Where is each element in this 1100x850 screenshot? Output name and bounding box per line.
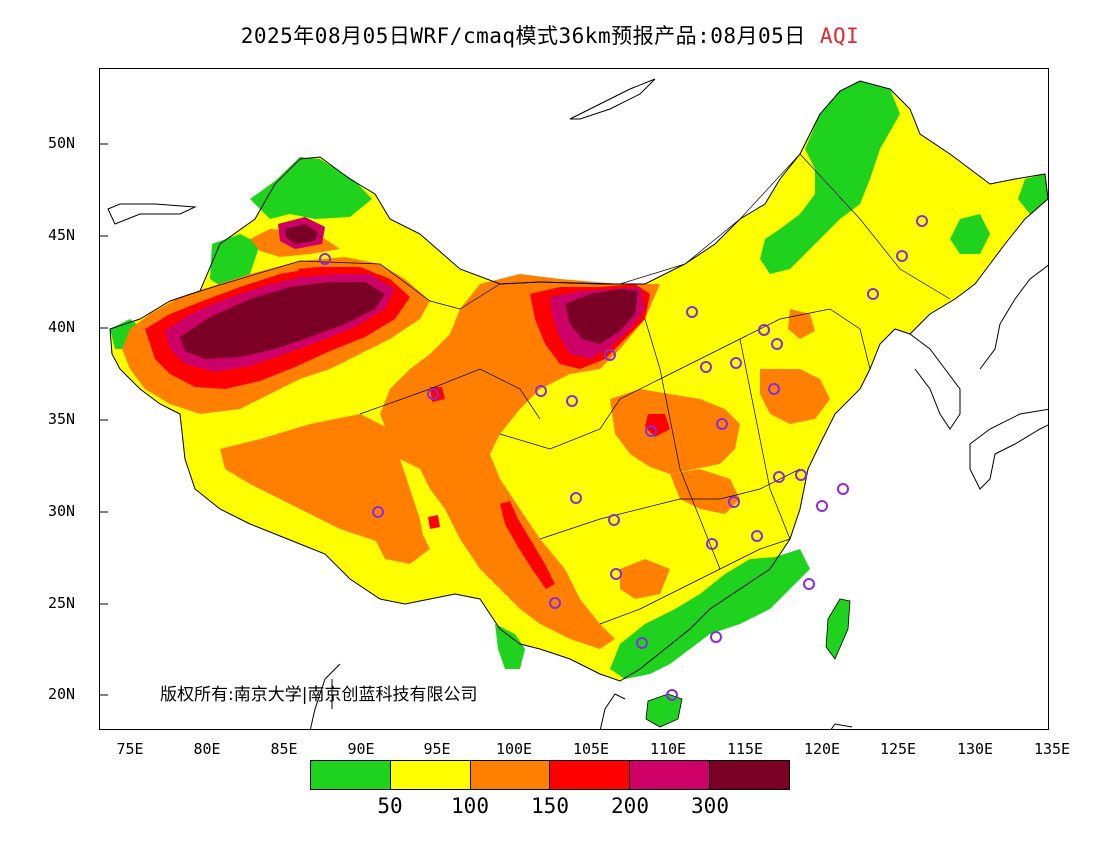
station-marker bbox=[771, 338, 783, 350]
legend-label: 300 bbox=[691, 794, 729, 818]
lon-label: 115E bbox=[726, 740, 764, 758]
lon-label: 85E bbox=[270, 740, 298, 758]
station-marker bbox=[758, 324, 770, 336]
legend-swatch bbox=[710, 761, 789, 789]
station-marker bbox=[570, 492, 582, 504]
station-marker bbox=[610, 568, 622, 580]
lon-label: 80E bbox=[193, 740, 221, 758]
title-main: 2025年08月05日WRF/cmaq模式36km预报产品:08月05日 bbox=[240, 24, 806, 48]
lon-label: 90E bbox=[347, 740, 375, 758]
lat-label: 40N bbox=[48, 318, 76, 336]
station-marker bbox=[372, 506, 384, 518]
region-maroon-dzungaria bbox=[285, 224, 318, 244]
station-marker bbox=[803, 578, 815, 590]
station-marker bbox=[795, 469, 807, 481]
region-green-northeast bbox=[760, 81, 900, 274]
legend-swatch bbox=[550, 761, 631, 789]
lat-label: 45N bbox=[48, 226, 76, 244]
legend-swatch bbox=[311, 761, 391, 789]
lon-label: 120E bbox=[803, 740, 841, 758]
station-marker bbox=[773, 471, 785, 483]
lat-label: 50N bbox=[48, 134, 76, 152]
station-marker bbox=[700, 361, 712, 373]
lon-label: 135E bbox=[1033, 740, 1071, 758]
station-marker bbox=[706, 538, 718, 550]
lat-label: 25N bbox=[48, 594, 76, 612]
title-variable: AQI bbox=[819, 24, 860, 48]
station-marker bbox=[319, 253, 331, 265]
region-orange-guangxi bbox=[620, 559, 670, 599]
region-green-northeast2 bbox=[950, 214, 990, 254]
station-marker bbox=[728, 496, 740, 508]
lat-label: 20N bbox=[48, 685, 76, 703]
legend-label: 50 bbox=[377, 794, 403, 818]
station-marker bbox=[816, 500, 828, 512]
region-green-east bbox=[1018, 174, 1048, 214]
lon-label: 95E bbox=[423, 740, 451, 758]
station-marker bbox=[896, 250, 908, 262]
region-maroon-tarim bbox=[180, 282, 385, 359]
station-markers bbox=[319, 215, 928, 701]
legend-swatch bbox=[630, 761, 711, 789]
province-borders bbox=[199, 113, 951, 625]
station-marker bbox=[549, 597, 561, 609]
region-red-spot1 bbox=[645, 414, 670, 437]
region-green-south bbox=[610, 549, 810, 679]
legend-label: 200 bbox=[611, 794, 649, 818]
lon-label: 100E bbox=[495, 740, 533, 758]
station-marker bbox=[566, 395, 578, 407]
station-marker bbox=[867, 288, 879, 300]
station-marker bbox=[535, 385, 547, 397]
china-aqi-map-svg bbox=[100, 78, 1048, 729]
lon-label: 105E bbox=[572, 740, 610, 758]
hainan-island bbox=[645, 693, 683, 728]
station-marker bbox=[608, 514, 620, 526]
station-marker bbox=[686, 306, 698, 318]
map-ticks bbox=[100, 143, 108, 696]
lon-label: 75E bbox=[116, 740, 144, 758]
station-marker bbox=[604, 349, 616, 361]
station-marker bbox=[751, 530, 763, 542]
station-marker bbox=[710, 631, 722, 643]
taiwan-island bbox=[825, 598, 851, 660]
region-orange-southcentral bbox=[670, 469, 740, 514]
lon-label: 125E bbox=[879, 740, 917, 758]
lat-label: 35N bbox=[48, 410, 76, 428]
region-orange-northeast bbox=[788, 309, 815, 339]
aqi-map bbox=[99, 68, 1049, 730]
chart-title: 2025年08月05日WRF/cmaq模式36km预报产品:08月05日 AQI bbox=[0, 20, 1100, 50]
region-orange-central bbox=[380, 274, 660, 649]
station-marker bbox=[916, 215, 928, 227]
station-marker bbox=[645, 425, 657, 437]
station-marker bbox=[768, 383, 780, 395]
lon-label: 130E bbox=[956, 740, 994, 758]
station-marker bbox=[730, 357, 742, 369]
region-orange-henan bbox=[610, 389, 740, 474]
station-marker bbox=[837, 483, 849, 495]
lat-label: 30N bbox=[48, 502, 76, 520]
station-marker bbox=[716, 418, 728, 430]
copyright-text: 版权所有:南京大学|南京创蓝科技有限公司 bbox=[160, 685, 478, 705]
region-green-southwest bbox=[495, 624, 525, 669]
lon-label: 110E bbox=[649, 740, 687, 758]
station-marker bbox=[666, 689, 678, 701]
region-maroon-ordos bbox=[565, 289, 638, 344]
station-marker bbox=[427, 388, 439, 400]
neighbor-outlines bbox=[107, 78, 1048, 729]
region-orange-east bbox=[760, 369, 830, 424]
region-red-spot4 bbox=[500, 501, 555, 589]
station-marker bbox=[636, 637, 648, 649]
aqi-legend bbox=[310, 760, 790, 790]
legend-label: 150 bbox=[531, 794, 569, 818]
legend-swatch bbox=[470, 761, 551, 789]
legend-swatch bbox=[390, 761, 471, 789]
region-red-spot3 bbox=[428, 515, 440, 529]
region-green-northwest bbox=[250, 157, 372, 219]
legend-label: 100 bbox=[451, 794, 489, 818]
